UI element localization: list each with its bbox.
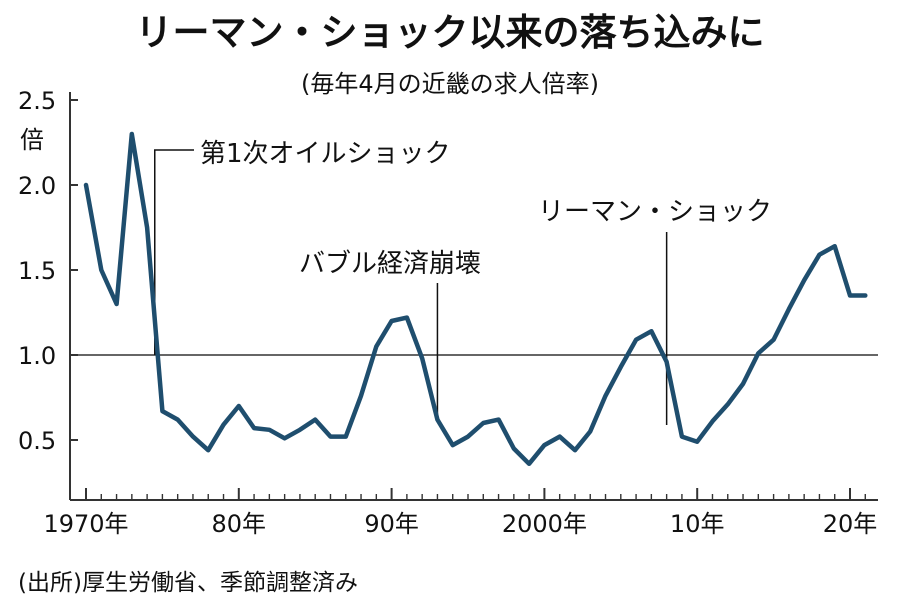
chart-subtitle: (毎年4月の近畿の求人倍率) — [301, 70, 599, 98]
x-axis-ticks: 1970年 80年 90年 2000年 10年 20年 — [43, 488, 877, 538]
x-tick-label: 1970年 — [43, 510, 128, 538]
x-tick-label: 80年 — [212, 510, 267, 538]
y-tick-label: 2.5 — [18, 87, 56, 115]
x-tick-label: 2000年 — [502, 510, 587, 538]
series-layer — [83, 131, 868, 467]
annotation-label: バブル経済崩壊 — [299, 249, 481, 279]
annotation-label: 第1次オイルショック — [200, 139, 451, 169]
y-tick-label: 0.5 — [18, 427, 56, 455]
x-tick-label: 10年 — [670, 510, 725, 538]
y-tick-label: 1.5 — [18, 257, 56, 285]
x-tick-label: 20年 — [823, 510, 878, 538]
y-axis-ticks: 2.5 2.0 1.5 1.0 0.5 — [18, 87, 78, 455]
series-line — [83, 131, 868, 467]
y-axis-unit: 倍 — [20, 126, 44, 154]
annotation-label: リーマン・ショック — [538, 197, 772, 227]
source-note: (出所)厚生労働省、季節調整済み — [18, 570, 358, 596]
x-tick-label: 90年 — [364, 510, 419, 538]
y-tick-label: 2.0 — [18, 172, 56, 200]
chart-title: リーマン・ショック以来の落ち込みに — [136, 11, 765, 54]
y-tick-label: 1.0 — [18, 342, 56, 370]
annotation-leader — [154, 149, 194, 355]
